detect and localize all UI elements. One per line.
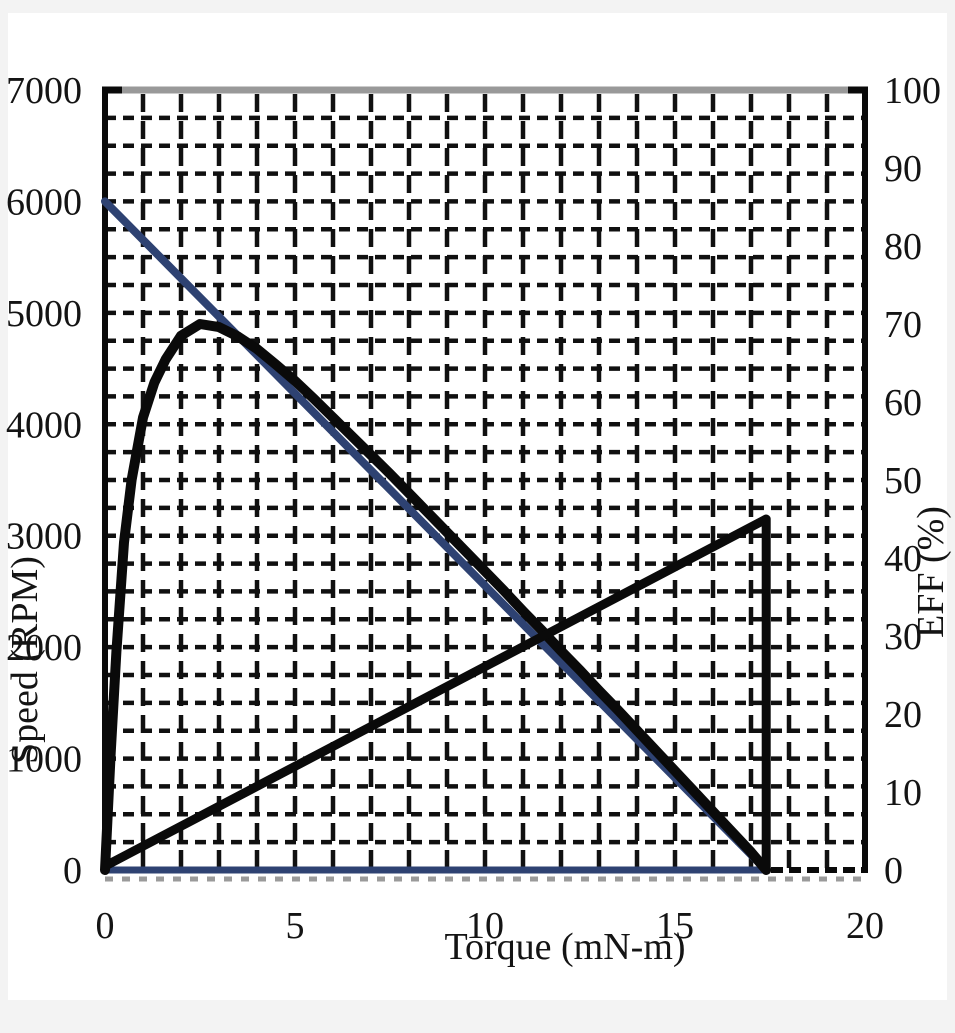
y-axis-label-left: Speed (RPM): [4, 556, 46, 764]
x-tick-label: 5: [286, 905, 305, 947]
y-right-tick-label: 70: [884, 304, 922, 346]
series-rising-envelope-line: [100, 514, 771, 875]
x-tick-label: 20: [846, 905, 884, 947]
x-axis-label: Torque (mN-m): [444, 926, 686, 968]
y-right-tick-label: 20: [884, 694, 922, 736]
y-right-tick-label: 80: [884, 226, 922, 268]
y-left-tick-label: 2000: [6, 627, 82, 669]
series-efficiency-curve: [100, 319, 772, 875]
x-tick-label: 0: [96, 905, 115, 947]
y-left-tick-label: 0: [63, 850, 82, 892]
y-left-tick-label: 7000: [6, 70, 82, 112]
y-left-tick-label: 6000: [6, 181, 82, 223]
y-right-tick-label: 10: [884, 772, 922, 814]
x-tick-label: 15: [656, 905, 694, 947]
y-right-tick-label: 40: [884, 538, 922, 580]
y-right-tick-label: 90: [884, 148, 922, 190]
y-left-tick-label: 1000: [6, 739, 82, 781]
y-left-tick-label: 3000: [6, 516, 82, 558]
y-right-tick-label: 0: [884, 850, 903, 892]
y-axis-label-right: EFF (%): [910, 506, 952, 638]
y-left-tick-label: 5000: [6, 293, 82, 335]
y-left-tick-label: 4000: [6, 404, 82, 446]
y-right-tick-label: 50: [884, 460, 922, 502]
x-tick-label: 10: [466, 905, 504, 947]
series-speed-torque-line: [101, 197, 771, 874]
y-right-tick-label: 30: [884, 616, 922, 658]
y-right-tick-label: 60: [884, 382, 922, 424]
y-right-tick-label: 100: [884, 70, 941, 112]
